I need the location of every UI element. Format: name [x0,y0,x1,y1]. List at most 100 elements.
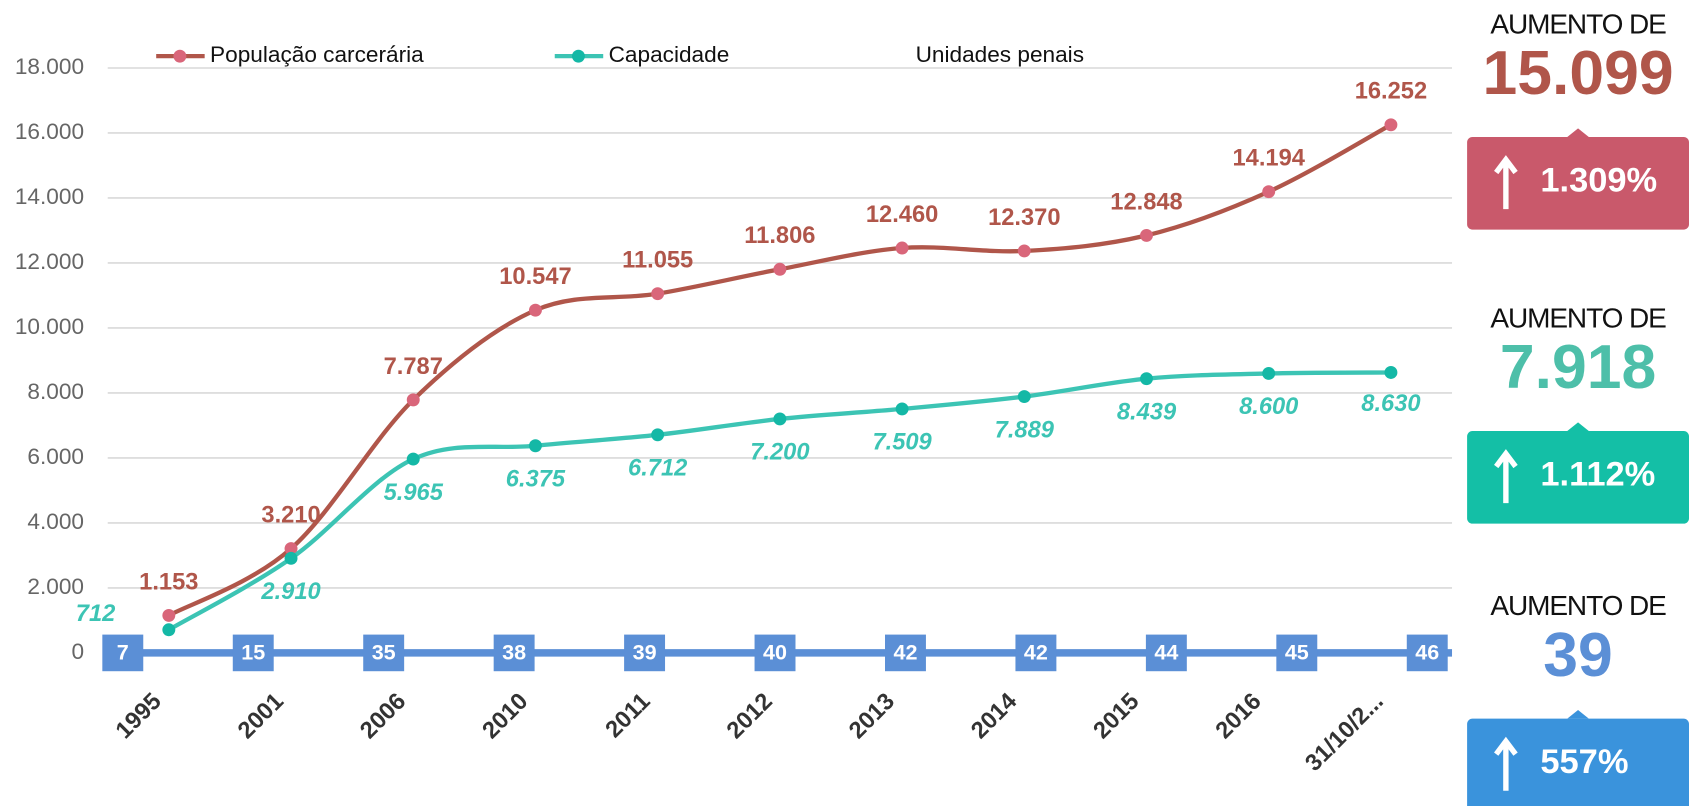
value-label: 1.153 [139,569,198,595]
series-line [167,370,1391,632]
unit-box [754,634,796,672]
panel-value: 15.099 [1483,38,1674,108]
y-tick-label: 12.000 [15,249,84,274]
panel-box [1467,718,1689,811]
legend-marker [173,49,187,63]
x-tick-label: 2014 [967,688,1023,744]
unit-label: 46 [1415,641,1439,665]
y-tick-label: 2.000 [27,574,84,599]
value-label: 11.055 [622,248,693,274]
panel-box [1467,136,1689,230]
value-label: 7.509 [872,430,932,456]
x-tick-label: 2010 [478,688,534,744]
point [773,412,787,426]
x-tick-label: 2006 [355,688,411,744]
x-tick-label: 2011 [601,688,656,743]
y-tick-label: 6.000 [27,444,84,469]
legend-label: População carcerária [210,42,424,67]
y-tick-label: 10.000 [15,314,84,339]
x-tick-label: 2015 [1089,688,1145,744]
unit-box [624,634,666,672]
value-label: 5.965 [384,480,444,506]
unit-label: 45 [1285,641,1309,665]
panel-value: 7.918 [1500,332,1656,402]
value-label: 7.200 [750,440,809,466]
point [162,623,176,637]
value-label: 8.439 [1117,399,1177,425]
unit-label: 42 [1024,641,1048,665]
panel-change: 1.112% [1540,455,1655,493]
value-label: 16.252 [1355,79,1427,105]
point [1384,118,1398,132]
unit-label: 39 [633,641,657,665]
panel-box [1467,431,1689,524]
unit-label: 42 [893,641,917,665]
point [528,439,542,453]
value-label: 10.547 [499,264,571,290]
unit-box [1145,634,1187,672]
unit-box [363,634,405,672]
panel-value: 39 [1543,620,1612,690]
value-label: 8.630 [1361,391,1420,417]
value-label: 12.370 [988,205,1060,231]
value-label: 3.210 [261,503,320,529]
panel-change: 557% [1540,743,1628,781]
value-label: 6.712 [628,456,687,482]
panel-heading: AUMENTO DE [1490,590,1666,621]
value-label: 14.194 [1232,146,1305,172]
point [1262,185,1276,199]
point [895,402,909,416]
arrow-icon [1494,155,1518,210]
value-label: 2.910 [260,579,320,605]
point [651,287,665,301]
point [651,428,665,442]
arrow-icon [1494,449,1518,504]
unit-box [102,634,144,672]
panel-heading: AUMENTO DE [1490,302,1666,333]
unit-label: 7 [117,641,129,665]
x-tick-label: 31/10/2... [1301,688,1389,776]
x-tick-label: 2016 [1211,688,1267,744]
unit-label: 15 [241,641,265,665]
unit-box [232,634,274,672]
value-label: 6.375 [506,466,566,492]
y-tick-label: 0 [71,639,84,664]
value-label: 8.600 [1239,394,1298,420]
point [406,452,420,466]
point [1017,390,1031,404]
value-label: 7.889 [995,417,1055,443]
point [1140,372,1153,386]
value-label: 12.848 [1110,189,1182,215]
panel-pointer [1567,422,1589,432]
unit-label: 44 [1154,641,1178,665]
value-label: 12.460 [866,202,938,228]
unit-box [885,634,926,672]
point [773,262,787,276]
point [1017,244,1031,258]
panel-change: 1.309% [1540,161,1657,199]
y-tick-label: 8.000 [27,379,84,404]
y-tick-label: 16.000 [15,119,84,144]
panel-pointer [1567,128,1589,137]
x-tick-label: 2012 [722,688,778,744]
unit-label: 35 [372,641,396,665]
y-tick-label: 4.000 [27,509,84,534]
point [162,608,176,622]
unit-label: 40 [763,641,787,665]
point [284,551,298,565]
point [528,303,542,317]
point [895,241,909,255]
panel-pointer [1567,709,1589,719]
unit-label: 38 [502,641,526,665]
x-tick-label: 1995 [111,688,167,744]
point [406,393,420,407]
point [1140,228,1153,242]
legend-label: Capacidade [609,42,730,67]
unit-box [1015,634,1057,672]
arrow-icon [1494,736,1518,791]
value-label: 712 [76,601,116,627]
legend-marker [571,49,585,63]
value-label: 7.787 [384,354,443,380]
x-tick-label: 2001 [233,688,289,744]
